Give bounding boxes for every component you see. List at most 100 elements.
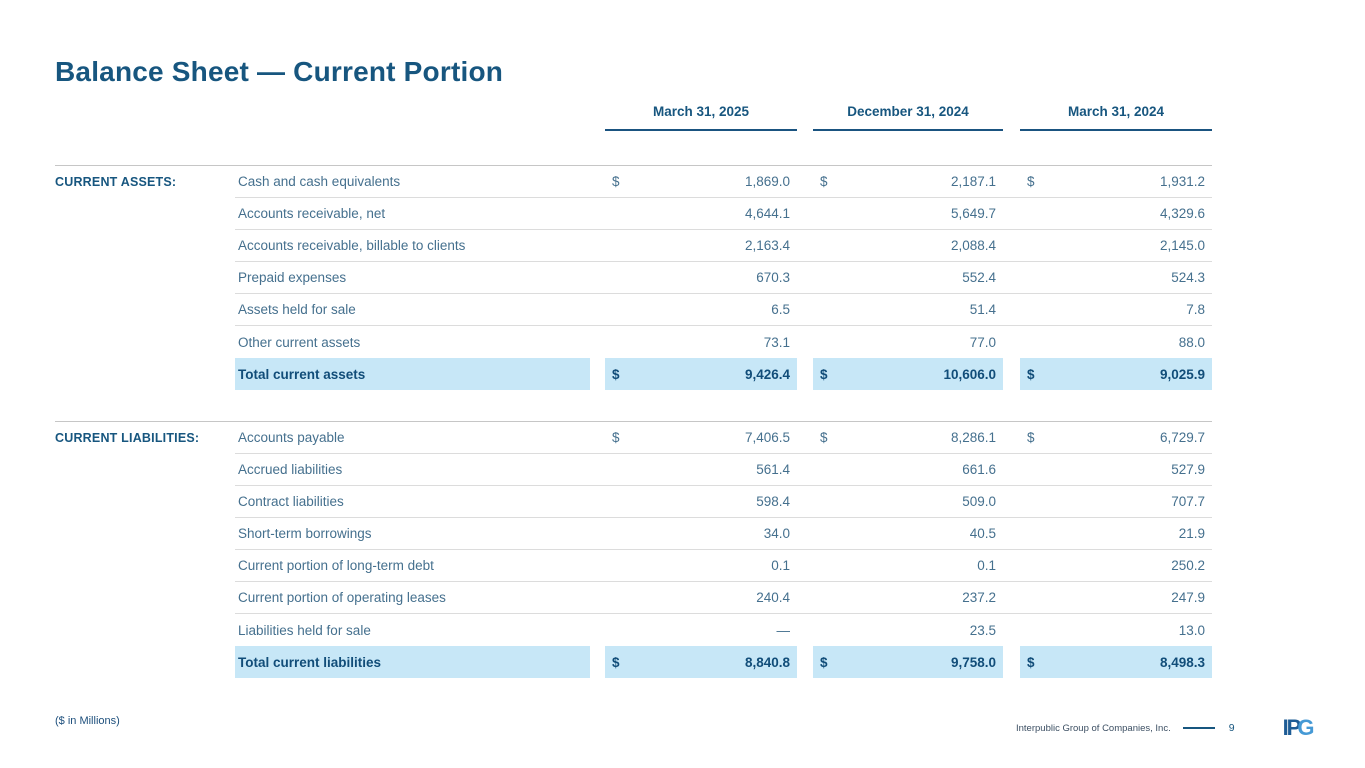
cell-value: 240.4 (756, 590, 790, 605)
ipg-logo-dark-letters: IP (1282, 715, 1302, 740)
cell-value: 250.2 (1171, 558, 1205, 573)
value-cell: 73.1 (605, 326, 797, 358)
cell-value: 2,187.1 (950, 174, 996, 189)
cell-value: 51.4 (969, 302, 996, 317)
value-cell: 6.5 (605, 294, 797, 325)
cell-value: 670.3 (756, 270, 790, 285)
table-row: Contract liabilities 598.4 509.0 707.7 (55, 486, 1212, 518)
dollar-sign: $ (820, 366, 828, 382)
dollar-sign: $ (612, 654, 620, 670)
value-cell: 4,329.6 (1020, 198, 1212, 229)
ipg-logo-light-letter: G (1297, 715, 1314, 740)
row-content: Total current liabilities $8,840.8 $9,758.… (235, 646, 1212, 678)
dollar-sign: $ (1027, 366, 1035, 382)
row-label: Current portion of operating leases (238, 590, 446, 605)
cell-value: 9,758.0 (950, 654, 996, 670)
row-label: Short-term borrowings (238, 526, 372, 541)
value-cell: $9,025.9 (1020, 358, 1212, 390)
cell-value: 661.6 (962, 462, 996, 477)
table-row: Current portion of long-term debt 0.1 0.1 2… (55, 550, 1212, 582)
table-section: CURRENT ASSETS: Cash and cash equivalents… (55, 165, 1212, 390)
value-cell: $9,758.0 (813, 646, 1003, 678)
value-cell: 21.9 (1020, 518, 1212, 549)
row-content: Other current assets 73.1 77.0 88.0 (235, 326, 1212, 358)
dollar-sign: $ (1027, 430, 1035, 445)
column-header-march-31-2025: March 31, 2025 (605, 104, 797, 131)
section-label (55, 294, 235, 326)
cell-value: 0.1 (771, 558, 790, 573)
row-label: Current portion of long-term debt (238, 558, 434, 573)
cell-value: 21.9 (1178, 526, 1205, 541)
row-content: Assets held for sale 6.5 51.4 7.8 (235, 294, 1212, 326)
section-label (55, 486, 235, 518)
value-cell: 2,163.4 (605, 230, 797, 261)
value-cell: 561.4 (605, 454, 797, 485)
section-label (55, 614, 235, 646)
value-cell: $8,286.1 (813, 422, 1003, 453)
footer-divider-line (1182, 727, 1215, 729)
section-label (55, 582, 235, 614)
section-label (55, 262, 235, 294)
cell-value: 4,329.6 (1159, 206, 1205, 221)
ipg-logo: IPG (1282, 715, 1315, 740)
value-cell: 707.7 (1020, 486, 1212, 517)
dollar-sign: $ (1027, 654, 1035, 670)
dollar-sign: $ (820, 654, 828, 670)
value-cell: $10,606.0 (813, 358, 1003, 390)
row-label: Assets held for sale (238, 302, 356, 317)
value-cell: $1,869.0 (605, 166, 797, 197)
value-cell: $7,406.5 (605, 422, 797, 453)
cell-value: 9,426.4 (744, 366, 790, 382)
cell-value: 8,286.1 (950, 430, 996, 445)
dollar-sign: $ (612, 366, 620, 382)
units-footnote: ($ in Millions) (55, 715, 120, 727)
cell-value: 7.8 (1186, 302, 1205, 317)
footer-company-name: Interpublic Group of Companies, Inc. (1016, 722, 1171, 734)
table-row: Accrued liabilities 561.4 661.6 527.9 (55, 454, 1212, 486)
value-cell: 2,088.4 (813, 230, 1003, 261)
cell-value: 552.4 (962, 270, 996, 285)
row-content: Accrued liabilities 561.4 661.6 527.9 (235, 454, 1212, 486)
value-cell: 51.4 (813, 294, 1003, 325)
value-cell: 0.1 (605, 550, 797, 581)
cell-value: 8,498.3 (1159, 654, 1205, 670)
total-row: Total current assets $9,426.4 $10,606.0 $9,… (55, 358, 1212, 390)
value-cell: 40.5 (813, 518, 1003, 549)
value-cell: 240.4 (605, 582, 797, 613)
footer: Interpublic Group of Companies, Inc. 9 I… (1016, 715, 1315, 740)
column-header-march-31-2024: March 31, 2024 (1020, 104, 1212, 131)
value-cell: 524.3 (1020, 262, 1212, 293)
table-row: CURRENT ASSETS: Cash and cash equivalents… (55, 166, 1212, 198)
balance-sheet-table: CURRENT ASSETS: Cash and cash equivalents… (55, 165, 1212, 678)
value-cell: 527.9 (1020, 454, 1212, 485)
table-row: CURRENT LIABILITIES: Accounts payable $7,4… (55, 422, 1212, 454)
row-content: Cash and cash equivalents $1,869.0 $2,187.… (235, 166, 1212, 198)
value-cell: $1,931.2 (1020, 166, 1212, 197)
value-cell: 5,649.7 (813, 198, 1003, 229)
section-label (55, 518, 235, 550)
row-label: Accounts payable (238, 430, 345, 445)
cell-value: 2,145.0 (1159, 238, 1205, 253)
table-row: Short-term borrowings 34.0 40.5 21.9 (55, 518, 1212, 550)
value-cell: $9,426.4 (605, 358, 797, 390)
page-title: Balance Sheet — Current Portion (55, 56, 504, 87)
cell-value: 524.3 (1171, 270, 1205, 285)
row-content: Contract liabilities 598.4 509.0 707.7 (235, 486, 1212, 518)
value-cell: 13.0 (1020, 614, 1212, 646)
cell-value: 509.0 (962, 494, 996, 509)
cell-value: 527.9 (1171, 462, 1205, 477)
value-cell: $8,840.8 (605, 646, 797, 678)
value-cell: 247.9 (1020, 582, 1212, 613)
row-content: Accounts receivable, net 4,644.1 5,649.7 4,… (235, 198, 1212, 230)
section-label: CURRENT ASSETS: (55, 175, 177, 189)
value-cell: $6,729.7 (1020, 422, 1212, 453)
value-cell: 2,145.0 (1020, 230, 1212, 261)
value-cell: 0.1 (813, 550, 1003, 581)
value-cell: 670.3 (605, 262, 797, 293)
row-label: Cash and cash equivalents (238, 174, 401, 189)
page-number: 9 (1228, 722, 1235, 734)
value-cell: 552.4 (813, 262, 1003, 293)
cell-value: 4,644.1 (744, 206, 790, 221)
dollar-sign: $ (1027, 174, 1035, 189)
total-row: Total current liabilities $8,840.8 $9,758.… (55, 646, 1212, 678)
